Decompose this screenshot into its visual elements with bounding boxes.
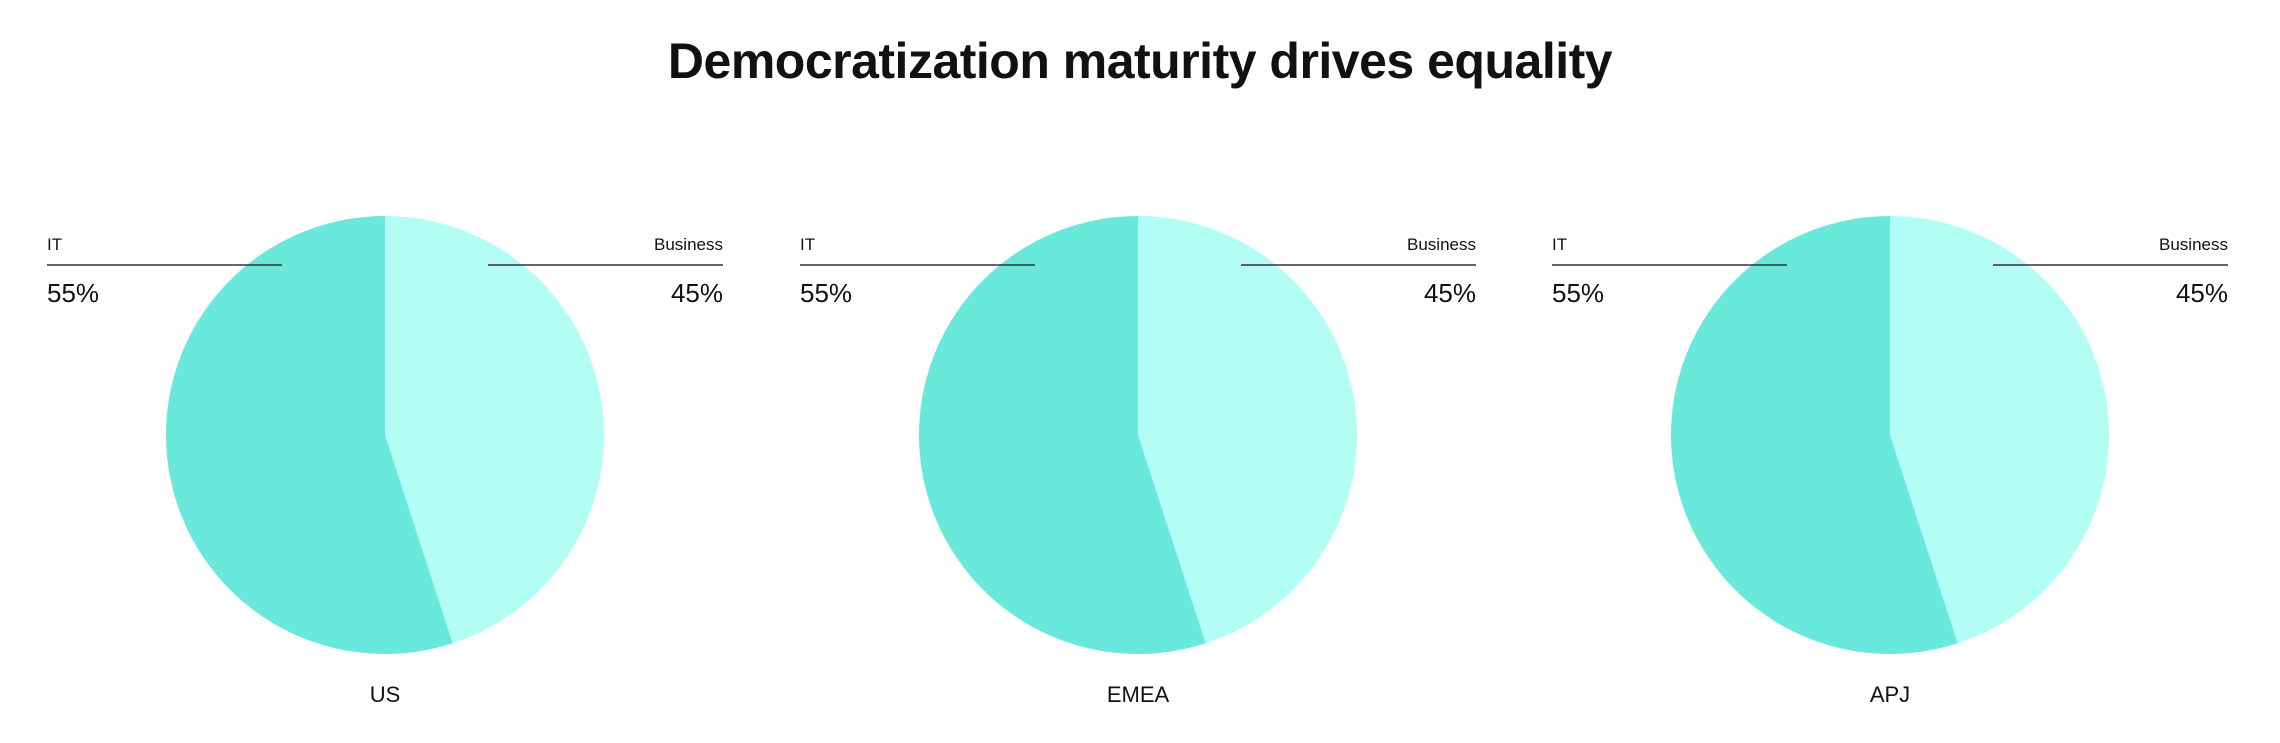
pie-chart-emea: IT Business 55% 45% EMEA bbox=[800, 216, 1476, 707]
pie-slice-it bbox=[165, 216, 453, 654]
pie-region-label: EMEA bbox=[1107, 682, 1170, 707]
pie-slice-business bbox=[385, 216, 604, 644]
pie-slice-business bbox=[1138, 216, 1357, 644]
pie-slice-it bbox=[918, 216, 1206, 654]
pie-chart-us: IT Business 55% 45% US bbox=[47, 216, 723, 707]
slice-value-it: 55% bbox=[800, 278, 852, 308]
pie-chart-apj: IT Business 55% 45% APJ bbox=[1552, 216, 2228, 707]
chart-title: Democratization maturity drives equality bbox=[667, 33, 1613, 89]
pie-region-label: US bbox=[370, 682, 401, 707]
slice-value-it: 55% bbox=[47, 278, 99, 308]
slice-value-business: 45% bbox=[2176, 278, 2228, 308]
pie-region-label: APJ bbox=[1870, 682, 1910, 707]
slice-label-it: IT bbox=[800, 235, 815, 254]
slice-label-business: Business bbox=[1407, 235, 1476, 254]
slice-label-it: IT bbox=[47, 235, 62, 254]
slice-label-business: Business bbox=[654, 235, 723, 254]
slice-value-it: 55% bbox=[1552, 278, 1604, 308]
slice-label-it: IT bbox=[1552, 235, 1567, 254]
slice-label-business: Business bbox=[2159, 235, 2228, 254]
pie-slice-business bbox=[1890, 216, 2109, 644]
pie-slice-it bbox=[1670, 216, 1958, 654]
slice-value-business: 45% bbox=[671, 278, 723, 308]
slice-value-business: 45% bbox=[1424, 278, 1476, 308]
